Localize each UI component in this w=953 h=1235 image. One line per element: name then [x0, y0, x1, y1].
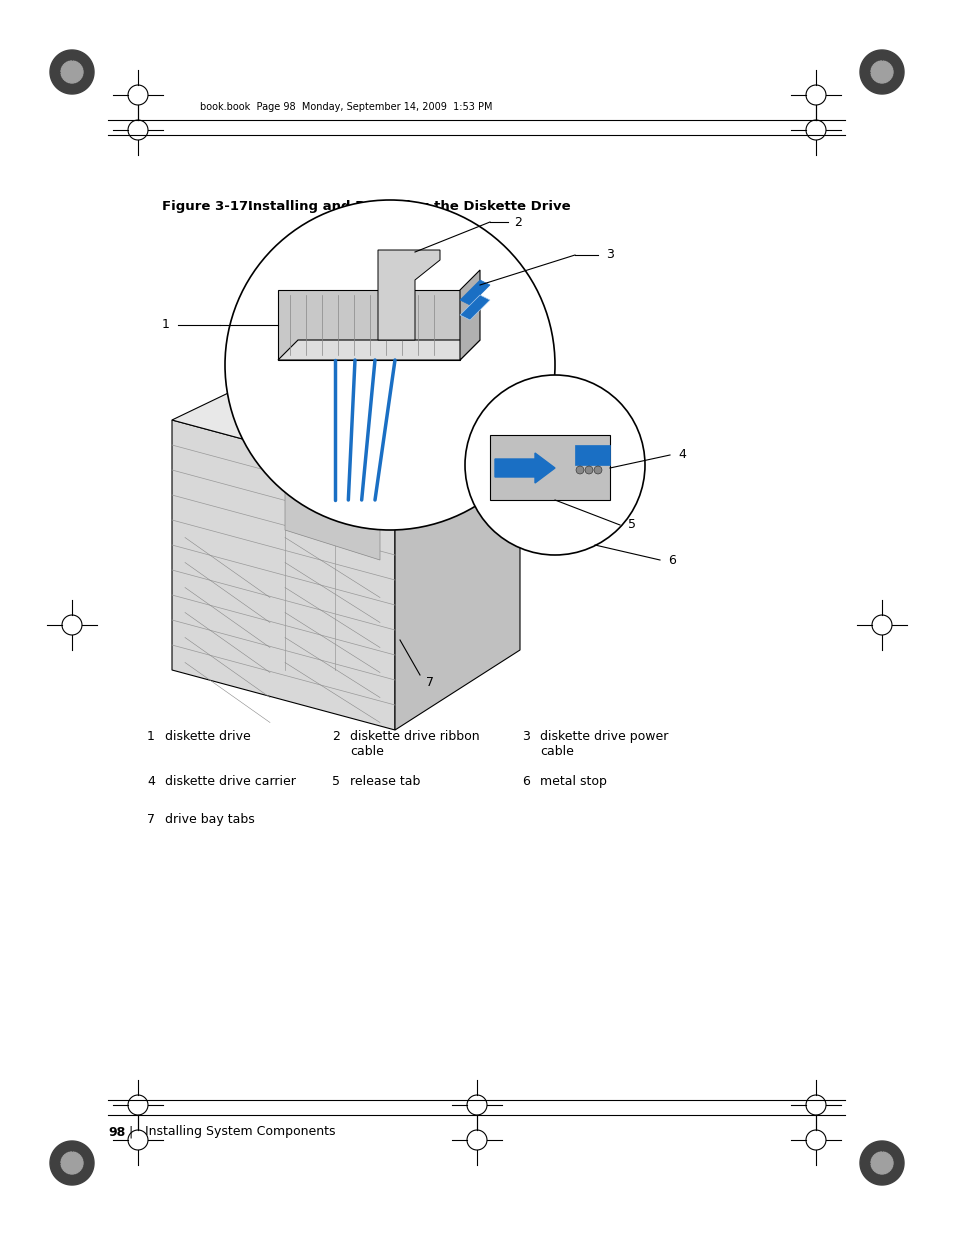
Text: 98: 98 [108, 1125, 125, 1139]
Text: 5: 5 [627, 519, 636, 531]
Polygon shape [172, 420, 395, 730]
Text: 2: 2 [514, 215, 521, 228]
Polygon shape [459, 280, 490, 305]
Text: Figure 3-17.: Figure 3-17. [162, 200, 253, 212]
Text: diskette drive ribbon
cable: diskette drive ribbon cable [350, 730, 479, 758]
Text: |: | [128, 1125, 132, 1139]
Text: 5: 5 [332, 776, 339, 788]
Text: metal stop: metal stop [539, 776, 606, 788]
Text: 7: 7 [147, 813, 154, 826]
Polygon shape [859, 49, 903, 94]
Text: 4: 4 [147, 776, 154, 788]
Polygon shape [377, 249, 439, 340]
Polygon shape [61, 1152, 83, 1174]
Text: 6: 6 [521, 776, 530, 788]
Polygon shape [459, 270, 479, 359]
Text: 3: 3 [605, 248, 614, 262]
Text: release tab: release tab [350, 776, 420, 788]
Polygon shape [277, 340, 479, 359]
Circle shape [464, 375, 644, 555]
Polygon shape [50, 1141, 94, 1186]
Polygon shape [395, 420, 519, 730]
Polygon shape [172, 359, 519, 480]
Text: Installing and Removing the Diskette Drive: Installing and Removing the Diskette Dri… [233, 200, 570, 212]
Polygon shape [575, 445, 609, 466]
Text: book.book  Page 98  Monday, September 14, 2009  1:53 PM: book.book Page 98 Monday, September 14, … [200, 103, 492, 112]
Text: 6: 6 [667, 553, 676, 567]
Text: 3: 3 [521, 730, 530, 743]
Polygon shape [870, 61, 892, 83]
Polygon shape [285, 480, 379, 559]
Circle shape [584, 466, 593, 474]
Text: diskette drive: diskette drive [165, 730, 251, 743]
Text: 4: 4 [678, 448, 685, 462]
Polygon shape [870, 1152, 892, 1174]
FancyArrow shape [495, 453, 555, 483]
Text: 1: 1 [162, 319, 170, 331]
Text: drive bay tabs: drive bay tabs [165, 813, 254, 826]
Text: 1: 1 [147, 730, 154, 743]
Polygon shape [490, 435, 609, 500]
Polygon shape [61, 61, 83, 83]
Text: 7: 7 [426, 676, 434, 688]
Polygon shape [277, 290, 459, 359]
Text: Installing System Components: Installing System Components [145, 1125, 335, 1139]
Circle shape [594, 466, 601, 474]
Circle shape [576, 466, 583, 474]
Polygon shape [459, 295, 490, 320]
Polygon shape [859, 1141, 903, 1186]
Text: diskette drive carrier: diskette drive carrier [165, 776, 295, 788]
Circle shape [225, 200, 555, 530]
Text: diskette drive power
cable: diskette drive power cable [539, 730, 668, 758]
Polygon shape [50, 49, 94, 94]
Text: 2: 2 [332, 730, 339, 743]
